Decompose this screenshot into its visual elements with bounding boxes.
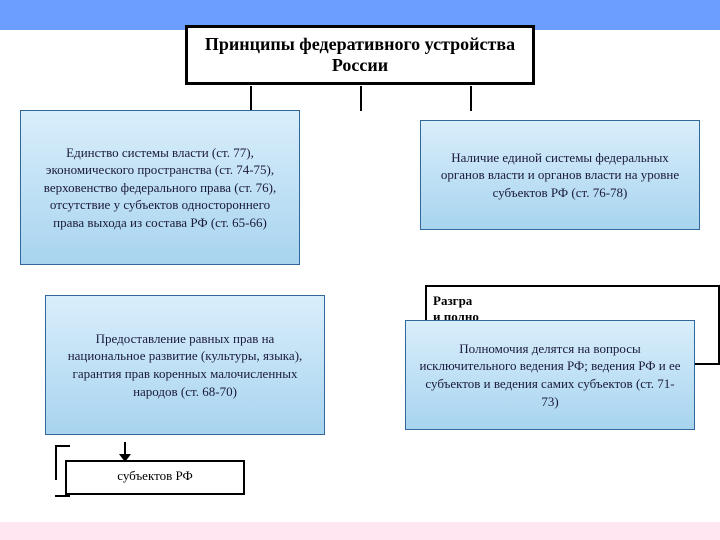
principle-box-unity: Единство системы власти (ст. 77), эконом… [20,110,300,265]
behind-text: Разгра [433,293,712,309]
bottom-bar [0,522,720,540]
principle-box-powers: Полномочия делятся на вопросы исключител… [405,320,695,430]
principle-box-federal-organs: Наличие единой системы федеральных орган… [420,120,700,230]
connector [55,495,70,497]
connector [360,86,362,111]
principle-text: Наличие единой системы федеральных орган… [433,149,687,202]
behind-box: субъектов РФ [65,460,245,495]
title-box: Принципы федеративного устройства России [185,25,535,85]
title-text: Принципы федеративного устройства России [205,34,515,75]
principle-text: Полномочия делятся на вопросы исключител… [418,340,682,410]
connector [55,445,57,480]
connector [55,445,70,447]
connector [250,86,252,111]
connector [470,86,472,111]
arrow-icon [105,442,145,462]
behind-text: субъектов РФ [117,468,193,483]
principle-text: Предоставление равных прав на национальн… [58,330,312,400]
principle-text: Единство системы власти (ст. 77), эконом… [33,144,287,232]
principle-box-equal-rights: Предоставление равных прав на национальн… [45,295,325,435]
